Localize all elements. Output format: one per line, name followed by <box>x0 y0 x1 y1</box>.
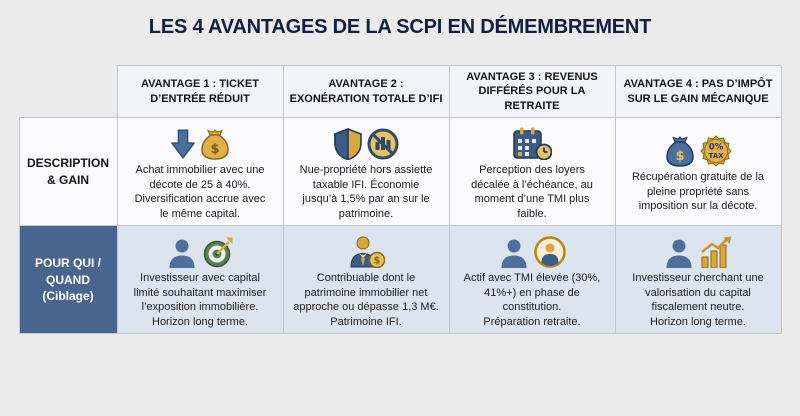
svg-text:$: $ <box>675 149 684 164</box>
icon-group <box>288 124 445 160</box>
page-title: LES 4 AVANTAGES DE LA SCPI EN DÉMEMBREME… <box>148 16 652 38</box>
target-cell-1: Investisseur avec capital limité souhait… <box>116 225 284 335</box>
target-cell-4: Investisseur cherchant une valorisation … <box>614 225 782 335</box>
description-cell-4: $ 0% TAX Récupération gratuite de la ple… <box>614 116 782 227</box>
description-row: DESCRIPTION & GAIN $ Achat immobilier av… <box>18 116 782 227</box>
header-row: AVANTAGE 1 : TICKET D’ENTRÉE RÉDUIT AVAN… <box>19 65 782 118</box>
icon-group <box>454 232 611 269</box>
zero-tax-badge-icon: 0% TAX <box>699 135 732 167</box>
svg-text:$: $ <box>374 256 381 267</box>
money-bag-gold-icon: $ <box>200 129 229 160</box>
person-icon <box>501 239 526 269</box>
description-text-3: Perception des loyers décalée à l’échéan… <box>471 164 593 220</box>
calendar-clock-icon <box>513 127 552 160</box>
icon-group <box>454 124 611 160</box>
target-cell-2: $ Contribuable dont le patrimoine immobi… <box>282 225 450 335</box>
svg-text:0%: 0% <box>708 143 723 153</box>
icon-group: $ <box>288 232 445 269</box>
advantages-table: AVANTAGE 1 : TICKET D’ENTRÉE RÉDUIT AVAN… <box>18 65 782 335</box>
target-text-3: Actif avec TMI élevée (30%, 41%+) en pha… <box>463 272 601 328</box>
column-header-avantage-2: AVANTAGE 2 : EXONÉRATION TOTALE D’IFI <box>282 65 450 118</box>
arrow-down-icon <box>170 129 195 159</box>
person-icon <box>169 239 194 269</box>
icon-group: $ 0% TAX <box>620 131 777 168</box>
svg-text:$: $ <box>210 142 219 157</box>
row-header-description: DESCRIPTION & GAIN <box>18 116 118 227</box>
icon-group: $ <box>122 124 279 160</box>
no-ifi-icon <box>367 128 398 160</box>
description-cell-1: $ Achat immobilier avec une décote de 25… <box>116 116 284 227</box>
column-header-avantage-3: AVANTAGE 3 : REVENUS DIFFÉRÉS POUR LA RE… <box>448 65 616 118</box>
description-text-1: Achat immobilier avec une décote de 25 à… <box>134 164 266 220</box>
retiree-circle-icon <box>533 236 566 268</box>
money-bag-blue-icon: $ <box>665 136 694 168</box>
icon-group <box>122 232 279 269</box>
target-text-2: Contribuable dont le patrimoine immobili… <box>293 272 439 328</box>
description-text-2: Nue-propriété hors assiette taxable IFI.… <box>299 164 433 220</box>
target-text-4: Investisseur cherchant une valorisation … <box>632 272 764 328</box>
svg-text:TAX: TAX <box>708 152 724 160</box>
corner-cell <box>19 66 117 118</box>
column-header-avantage-1: AVANTAGE 1 : TICKET D’ENTRÉE RÉDUIT <box>116 65 284 118</box>
column-header-avantage-4: AVANTAGE 4 : PAS D’IMPÔT SUR LE GAIN MÉC… <box>614 65 782 118</box>
shield-icon <box>333 128 362 160</box>
description-cell-2: Nue-propriété hors assiette taxable IFI.… <box>282 116 450 227</box>
target-text-1: Investisseur avec capital limité souhait… <box>133 272 267 328</box>
description-cell-3: Perception des loyers décalée à l’échéan… <box>448 116 616 227</box>
person-icon <box>666 239 691 269</box>
growth-chart-icon <box>700 236 731 269</box>
description-text-4: Récupération gratuite de la pleine propr… <box>631 171 765 213</box>
target-cell-3: Actif avec TMI élevée (30%, 41%+) en pha… <box>448 225 616 335</box>
row-header-pour-qui-quand: POUR QUI / QUAND (Ciblage) <box>18 225 118 335</box>
icon-group <box>620 232 777 269</box>
target-row: POUR QUI / QUAND (Ciblage) Investisseur … <box>18 225 782 335</box>
businessman-coin-icon: $ <box>350 236 385 269</box>
target-icon <box>203 237 232 268</box>
